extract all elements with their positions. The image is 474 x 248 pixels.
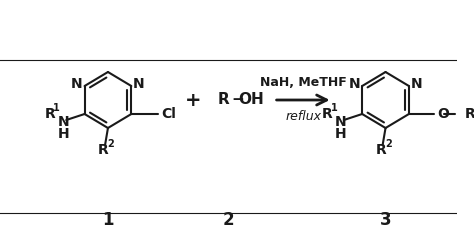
Text: NaH, MeTHF: NaH, MeTHF [260,75,346,89]
Text: +: + [184,91,201,110]
Text: R: R [218,93,229,107]
Text: 1: 1 [53,103,60,113]
Text: OH: OH [239,93,264,107]
Text: N: N [348,77,360,91]
Text: N: N [335,115,347,129]
Text: −: − [232,93,245,107]
Text: H: H [335,127,347,141]
Text: R: R [98,143,109,157]
Text: N: N [71,77,82,91]
Text: 3: 3 [380,211,392,229]
Text: N: N [133,77,145,91]
Text: reflux: reflux [285,110,321,123]
Text: R: R [465,107,474,121]
Text: 2: 2 [223,211,234,229]
Text: 2: 2 [108,139,114,149]
Text: N: N [411,77,422,91]
Text: 1: 1 [331,103,337,113]
Text: 2: 2 [385,139,392,149]
Text: N: N [57,115,69,129]
Text: Cl: Cl [161,107,176,121]
Text: O: O [437,107,449,121]
Text: R: R [375,143,386,157]
Text: R: R [45,107,55,121]
Text: 1: 1 [102,211,114,229]
Text: H: H [57,127,69,141]
Text: R: R [322,107,333,121]
